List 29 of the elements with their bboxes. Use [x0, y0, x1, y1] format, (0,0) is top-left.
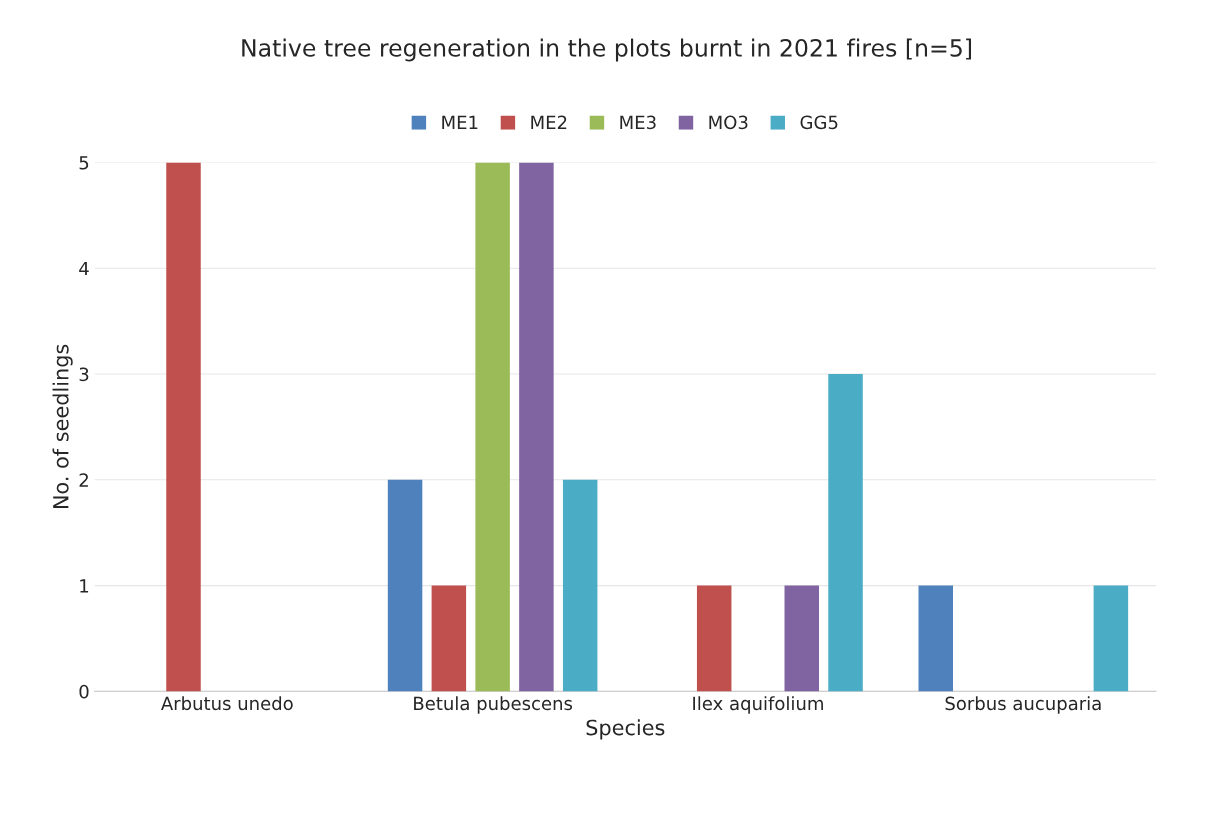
bar [387, 479, 423, 692]
x-tick-label: Sorbus aucuparia [945, 696, 1101, 714]
bar [784, 585, 819, 692]
bar [475, 162, 510, 692]
chart-title: Native tree regeneration in the plots burnt in 2021 fires [n=5] [242, 38, 972, 62]
x-tick-label: Betula pubescens [414, 696, 573, 714]
legend-label: ME1 [442, 115, 478, 129]
bar [431, 585, 467, 692]
x-tick-label: Arbutus unedo [161, 696, 293, 711]
bar [696, 585, 732, 692]
bar [918, 585, 953, 692]
bar [166, 162, 201, 692]
y-tick-label: 0 [79, 684, 89, 699]
legend-label: ME3 [620, 115, 656, 130]
bar [828, 374, 863, 692]
y-tick-label: 1 [80, 579, 89, 593]
y-axis-title: No. of seedlings [52, 344, 73, 509]
legend-label: GG5 [800, 115, 838, 130]
y-tick-label: 5 [79, 156, 89, 170]
bar [562, 479, 598, 692]
y-tick-label: 3 [79, 367, 89, 382]
x-tick-label: Ilex aquifolium [693, 696, 823, 714]
y-tick-label: 4 [79, 261, 89, 276]
legend-label: MO3 [709, 115, 748, 130]
bar [1093, 585, 1129, 692]
bar [519, 162, 554, 692]
legend-label: ME2 [531, 115, 567, 129]
x-axis-title: Species [586, 719, 665, 740]
y-tick-label: 2 [79, 473, 88, 487]
